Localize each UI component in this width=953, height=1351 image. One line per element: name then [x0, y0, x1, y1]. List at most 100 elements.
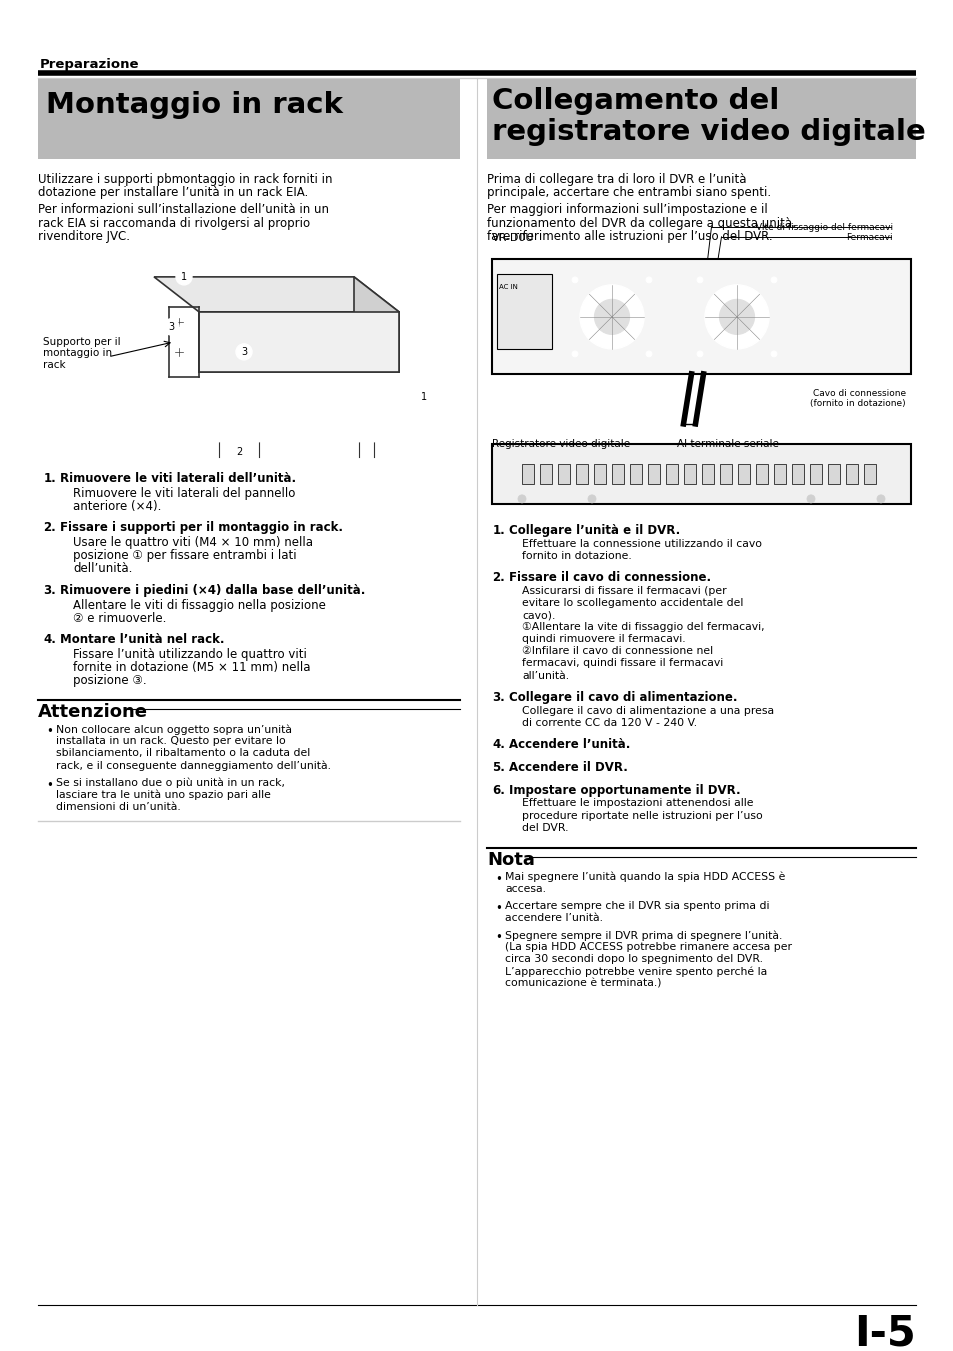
Text: Nota: Nota	[486, 851, 535, 869]
Text: Fermacavi: Fermacavi	[845, 232, 892, 242]
Text: 5.: 5.	[492, 761, 504, 774]
Text: Al terminale seriale: Al terminale seriale	[677, 439, 778, 449]
Text: 3: 3	[168, 322, 173, 332]
Text: •: •	[46, 778, 52, 792]
FancyBboxPatch shape	[720, 463, 731, 484]
Text: Vite di fissaggio del fermacavi: Vite di fissaggio del fermacavi	[755, 223, 892, 232]
Text: Registratore video digitale: Registratore video digitale	[492, 439, 630, 449]
Text: Fissare l’unità utilizzando le quattro viti: Fissare l’unità utilizzando le quattro v…	[73, 647, 307, 661]
Text: anteriore (×4).: anteriore (×4).	[73, 500, 161, 513]
Text: 2.: 2.	[43, 521, 56, 534]
FancyBboxPatch shape	[738, 463, 749, 484]
FancyBboxPatch shape	[486, 78, 915, 159]
Circle shape	[253, 432, 264, 442]
Text: dimensioni di un’unità.: dimensioni di un’unità.	[56, 802, 180, 812]
Text: Cavo di connessione
(fornito in dotazione): Cavo di connessione (fornito in dotazion…	[809, 389, 905, 408]
Text: L’apparecchio potrebbe venire spento perché la: L’apparecchio potrebbe venire spento per…	[504, 966, 766, 977]
Circle shape	[175, 269, 192, 285]
Text: Allentare le viti di fissaggio nella posizione: Allentare le viti di fissaggio nella pos…	[73, 598, 326, 612]
Text: 1.: 1.	[492, 524, 504, 536]
FancyBboxPatch shape	[497, 274, 552, 349]
Polygon shape	[199, 312, 398, 372]
Text: 3.: 3.	[492, 690, 504, 704]
Text: accendere l’unità.: accendere l’unità.	[504, 913, 602, 923]
Circle shape	[770, 351, 776, 357]
Text: •: •	[46, 725, 52, 738]
Text: 4.: 4.	[492, 738, 504, 751]
Text: lasciare tra le unità uno spazio pari alle: lasciare tra le unità uno spazio pari al…	[56, 790, 271, 800]
Circle shape	[174, 317, 183, 326]
Text: (La spia HDD ACCESS potrebbe rimanere accesa per: (La spia HDD ACCESS potrebbe rimanere ac…	[504, 942, 791, 952]
Polygon shape	[153, 277, 398, 312]
Text: Supporto per il
montaggio in
rack: Supporto per il montaggio in rack	[43, 336, 120, 370]
FancyBboxPatch shape	[576, 463, 587, 484]
Text: 6.: 6.	[492, 784, 504, 797]
FancyBboxPatch shape	[647, 463, 659, 484]
Text: Assicurarsi di fissare il fermacavi (per: Assicurarsi di fissare il fermacavi (per	[521, 586, 726, 596]
FancyBboxPatch shape	[594, 463, 605, 484]
FancyBboxPatch shape	[827, 463, 840, 484]
Text: Accendere il DVR.: Accendere il DVR.	[509, 761, 627, 774]
FancyBboxPatch shape	[701, 463, 713, 484]
Text: accesa.: accesa.	[504, 884, 545, 894]
FancyBboxPatch shape	[791, 463, 803, 484]
FancyBboxPatch shape	[558, 463, 569, 484]
Text: Fissare i supporti per il montaggio in rack.: Fissare i supporti per il montaggio in r…	[60, 521, 343, 534]
FancyBboxPatch shape	[863, 463, 875, 484]
Text: posizione ① per fissare entrambi i lati: posizione ① per fissare entrambi i lati	[73, 550, 296, 562]
Circle shape	[594, 300, 629, 335]
Text: Usare le quattro viti (M4 × 10 mm) nella: Usare le quattro viti (M4 × 10 mm) nella	[73, 536, 313, 549]
Text: Per informazioni sull’installazione dell’unità in un: Per informazioni sull’installazione dell…	[38, 204, 329, 216]
Circle shape	[231, 444, 247, 459]
Text: del DVR.: del DVR.	[521, 823, 568, 832]
Text: AC IN: AC IN	[498, 284, 517, 290]
Text: all’unità.: all’unità.	[521, 670, 569, 681]
Text: 1: 1	[181, 272, 187, 282]
Text: I-5: I-5	[853, 1313, 915, 1351]
Text: fornite in dotazione (M5 × 11 mm) nella: fornite in dotazione (M5 × 11 mm) nella	[73, 661, 310, 674]
Text: procedure riportate nelle istruzioni per l’uso: procedure riportate nelle istruzioni per…	[521, 811, 762, 820]
Text: sbilanciamento, il ribaltamento o la caduta del: sbilanciamento, il ribaltamento o la cad…	[56, 748, 310, 758]
FancyBboxPatch shape	[492, 259, 910, 374]
Circle shape	[572, 277, 578, 282]
Circle shape	[354, 432, 364, 442]
Circle shape	[770, 277, 776, 282]
Text: Collegamento del
registratore video digitale: Collegamento del registratore video digi…	[492, 86, 924, 146]
Text: Collegare il cavo di alimentazione a una presa: Collegare il cavo di alimentazione a una…	[521, 705, 773, 716]
Text: principale, accertare che entrambi siano spenti.: principale, accertare che entrambi siano…	[486, 186, 770, 199]
Text: 2: 2	[235, 447, 242, 457]
Circle shape	[517, 494, 525, 503]
Text: 2.: 2.	[492, 571, 504, 584]
Text: Spegnere sempre il DVR prima di spegnere l’unità.: Spegnere sempre il DVR prima di spegnere…	[504, 929, 781, 940]
Text: rack, e il conseguente danneggiamento dell’unità.: rack, e il conseguente danneggiamento de…	[56, 761, 331, 771]
Text: Effettuare le impostazioni attenendosi alle: Effettuare le impostazioni attenendosi a…	[521, 798, 753, 808]
Text: Accendere l’unità.: Accendere l’unità.	[509, 738, 630, 751]
Text: Preparazione: Preparazione	[40, 58, 139, 72]
FancyBboxPatch shape	[845, 463, 857, 484]
FancyBboxPatch shape	[521, 463, 534, 484]
Circle shape	[704, 285, 768, 349]
Text: 3: 3	[241, 347, 247, 357]
Text: fare riferimento alle istruzioni per l’uso del DVR.: fare riferimento alle istruzioni per l’u…	[486, 230, 772, 243]
Circle shape	[235, 345, 252, 359]
Text: quindi rimuovere il fermacavi.: quindi rimuovere il fermacavi.	[521, 634, 685, 644]
Text: Per maggiori informazioni sull’impostazione e il: Per maggiori informazioni sull’impostazi…	[486, 204, 767, 216]
Circle shape	[163, 319, 179, 335]
Text: dotazione per installare l’unità in un rack EIA.: dotazione per installare l’unità in un r…	[38, 186, 308, 199]
Circle shape	[587, 494, 596, 503]
Circle shape	[719, 300, 754, 335]
Circle shape	[579, 285, 643, 349]
Polygon shape	[354, 277, 398, 372]
Text: comunicazione è terminata.): comunicazione è terminata.)	[504, 978, 660, 989]
Circle shape	[213, 432, 224, 442]
Text: installata in un rack. Questo per evitare lo: installata in un rack. Questo per evitar…	[56, 736, 286, 746]
Text: ①Allentare la vite di fissaggio del fermacavi,: ①Allentare la vite di fissaggio del ferm…	[521, 623, 763, 632]
Text: ②Infilare il cavo di connessione nel: ②Infilare il cavo di connessione nel	[521, 646, 713, 657]
Circle shape	[697, 351, 702, 357]
Text: fermacavi, quindi fissare il fermacavi: fermacavi, quindi fissare il fermacavi	[521, 658, 722, 669]
FancyBboxPatch shape	[809, 463, 821, 484]
Text: 3.: 3.	[43, 584, 56, 597]
Text: VR-D0U: VR-D0U	[492, 232, 534, 243]
Text: Fissare il cavo di connessione.: Fissare il cavo di connessione.	[509, 571, 710, 584]
FancyBboxPatch shape	[38, 78, 459, 159]
